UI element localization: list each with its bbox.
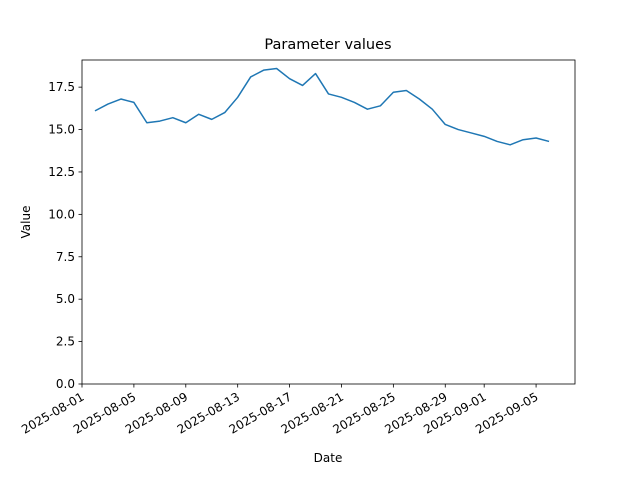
y-tick-label: 17.5: [48, 80, 75, 94]
y-tick-label: 0.0: [56, 377, 75, 391]
y-tick-label: 2.5: [56, 335, 75, 349]
x-axis-label: Date: [314, 451, 343, 465]
plot-frame: [81, 59, 576, 385]
data-line: [94, 67, 550, 146]
y-tick-label: 10.0: [48, 207, 75, 221]
y-tick-label: 7.5: [56, 250, 75, 264]
y-tick-label: 15.0: [48, 123, 75, 137]
y-axis-label: Value: [19, 206, 33, 239]
y-tick-label: 12.5: [48, 165, 75, 179]
chart-title: Parameter values: [264, 37, 391, 53]
y-tick-label: 5.0: [56, 292, 75, 306]
